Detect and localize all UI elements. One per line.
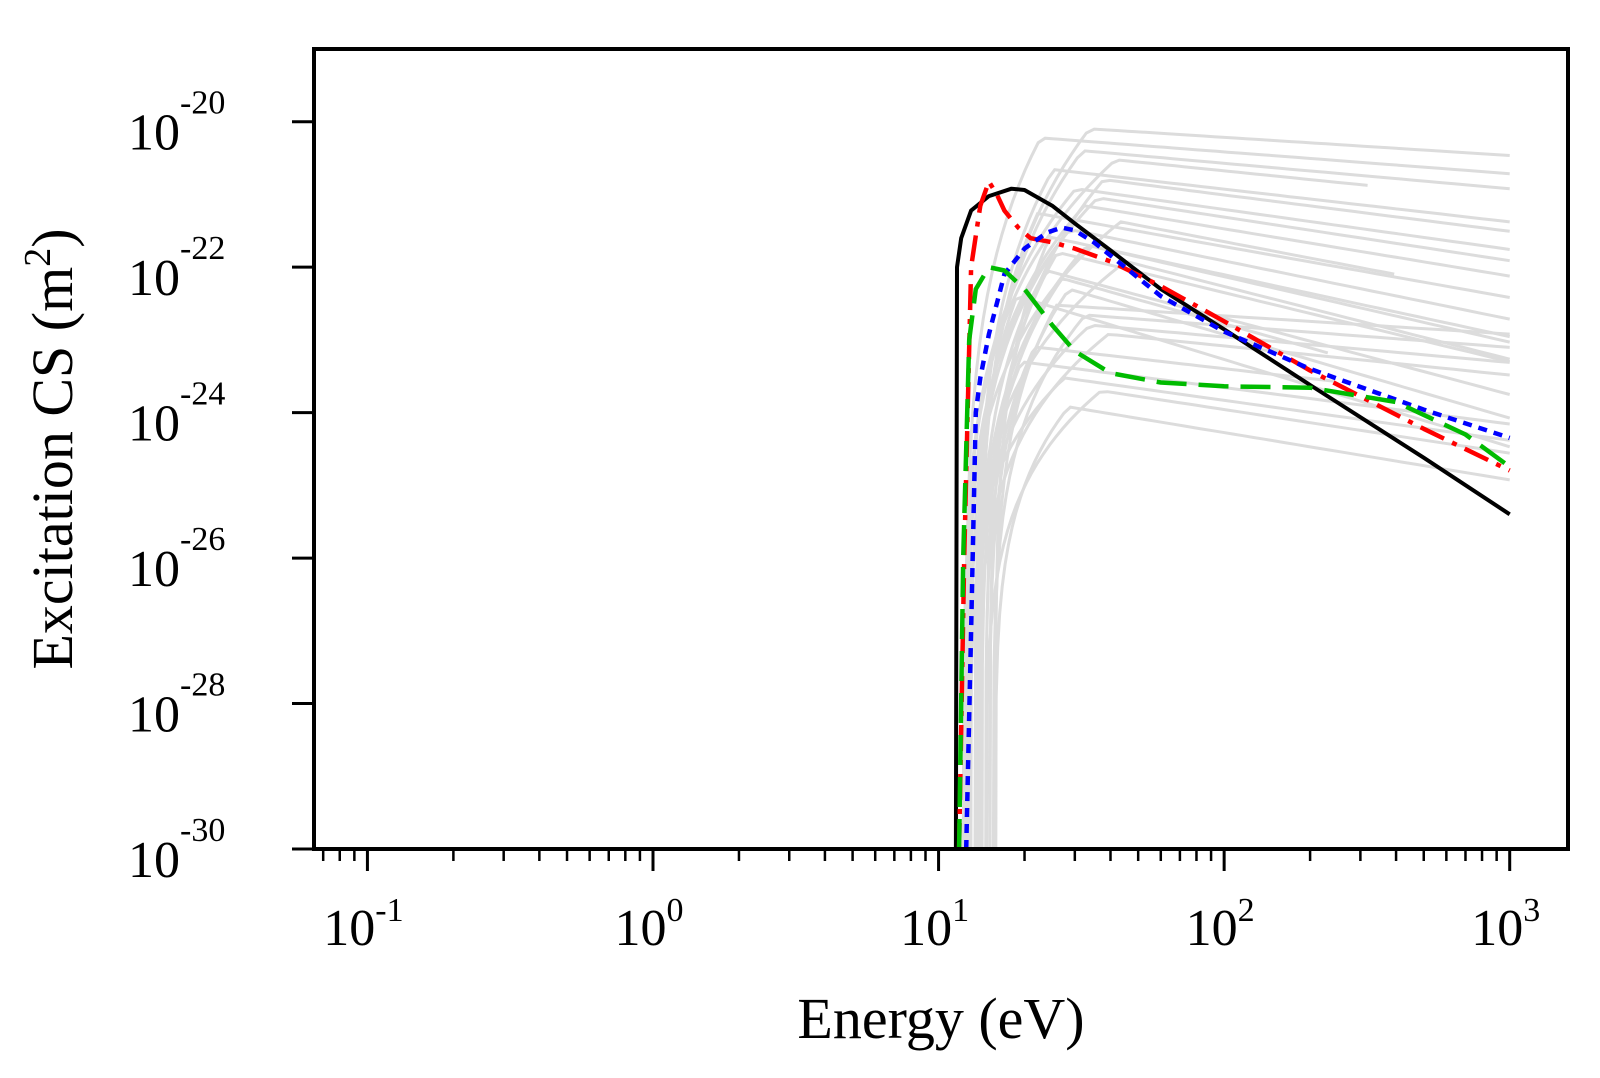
y-tick-label-3: 10-26 (128, 521, 225, 598)
background-curve-14 (984, 251, 1511, 849)
background-curve-3 (963, 158, 1368, 849)
y-tick-label-4: 10-28 (128, 667, 225, 744)
background-curve-28 (994, 405, 1510, 849)
plot-frame (312, 47, 1570, 851)
x-axis-title: Energy (eV) (797, 986, 1084, 1051)
background-curve-6 (962, 187, 1510, 849)
highlighted-series (953, 179, 1512, 849)
x-tick-label-1: 100 (614, 892, 683, 957)
background-curve-27 (985, 390, 1510, 849)
x-tick-label-0: 10-1 (323, 892, 403, 957)
background-curve-20 (993, 303, 1510, 849)
background-curve-9 (978, 212, 1510, 849)
background-curve-24 (984, 345, 1336, 849)
y-axis-title-close: ) (20, 228, 85, 247)
series-line-1 (956, 179, 1511, 849)
background-curve-1 (964, 136, 1510, 849)
background-curve-16 (977, 269, 1511, 849)
background-curve-26 (961, 376, 1510, 849)
background-curves (961, 127, 1511, 849)
background-curve-7 (969, 197, 1510, 849)
y-tick-label-0: 10-20 (128, 85, 225, 162)
x-axis: 10-1 100 101 102 103 (321, 849, 1540, 957)
plot-background (314, 49, 1568, 849)
background-curve-23 (975, 332, 1510, 849)
background-curve-4 (975, 168, 1510, 849)
y-axis-title-sup: 2 (17, 248, 59, 267)
background-curve-18 (988, 288, 1511, 849)
series-line-0 (953, 186, 1511, 849)
y-axis-title: Excitation CS (m2) (17, 228, 85, 669)
x-tick-label-2: 101 (900, 892, 969, 957)
series-line-3 (956, 264, 1512, 849)
x-tick-label-4: 103 (1471, 892, 1540, 957)
y-axis: 10-20 10-22 10-24 10-26 10-28 10-30 (128, 85, 314, 889)
x-tick-label-3: 102 (1186, 892, 1255, 957)
y-tick-label-1: 10-22 (128, 230, 225, 307)
y-tick-label-2: 10-24 (128, 376, 225, 453)
y-axis-title-main: Excitation CS (m (20, 267, 85, 670)
background-curve-25 (977, 360, 1510, 849)
y-tick-label-5: 10-30 (128, 812, 225, 889)
